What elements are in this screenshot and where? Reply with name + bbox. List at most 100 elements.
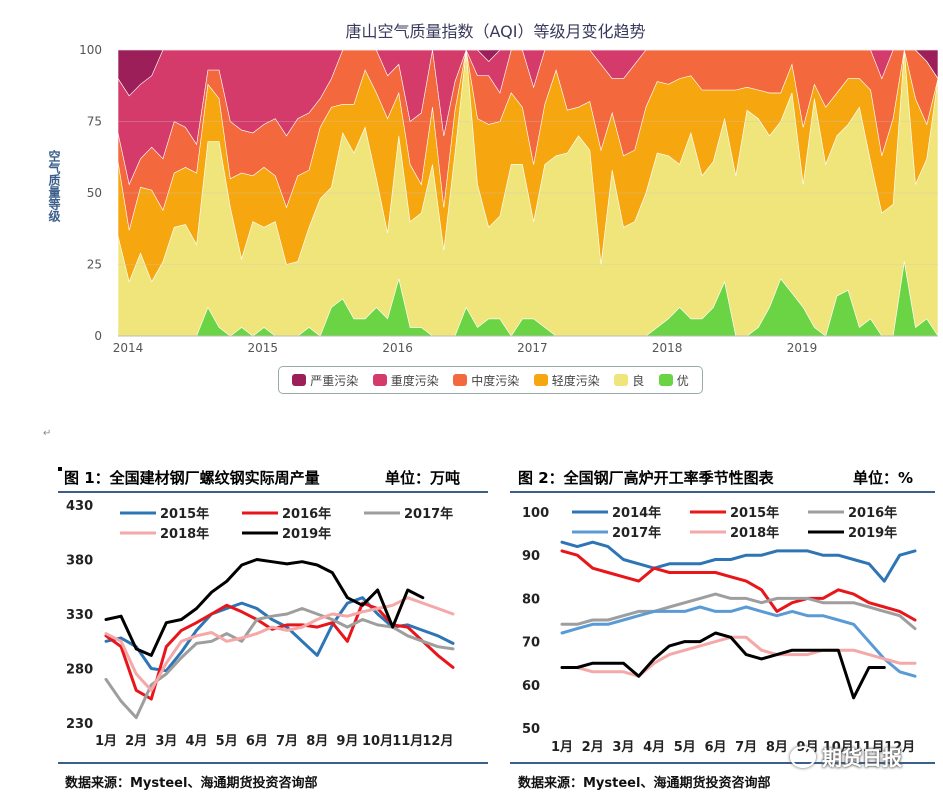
x-tick-label: 8月 bbox=[306, 734, 328, 749]
left-chart-unit: 单位：万吨 bbox=[385, 469, 461, 487]
y-tick-label: 90 bbox=[522, 549, 540, 564]
x-tick-label: 10月 bbox=[362, 734, 393, 749]
series-line-1 bbox=[560, 549, 917, 622]
right-chart-caption: 图 2：全国钢厂高炉开工率季节性图表 bbox=[518, 469, 774, 487]
series-line-4 bbox=[560, 635, 917, 678]
x-tick-label: 7月 bbox=[276, 734, 298, 749]
wechat-icon bbox=[790, 745, 816, 768]
x-tick-label: 4月 bbox=[185, 734, 207, 749]
right-bottom-rule bbox=[510, 762, 935, 764]
x-tick-label: 12月 bbox=[422, 734, 453, 749]
left-top-rule bbox=[58, 491, 488, 493]
legend-item[interactable]: 轻度污染 bbox=[533, 372, 600, 389]
x-tick-label: 9月 bbox=[336, 734, 358, 749]
legend-label: 2017年 bbox=[404, 506, 453, 522]
y-tick-label: 100 bbox=[79, 43, 102, 57]
legend-swatch bbox=[533, 374, 548, 386]
x-tick-label: 6月 bbox=[704, 740, 726, 755]
legend-swatch bbox=[658, 374, 673, 386]
legend-label: 2016年 bbox=[848, 505, 897, 521]
series-line-0 bbox=[560, 540, 917, 583]
top-chart-ylabel: 空气质量等级 bbox=[47, 150, 61, 222]
y-tick-label: 80 bbox=[522, 592, 540, 607]
paragraph-mark: ↵ bbox=[43, 428, 52, 439]
left-source: 数据来源：Mysteel、海通期货投资咨询部 bbox=[65, 776, 318, 791]
y-tick-label: 330 bbox=[66, 608, 93, 623]
y-tick-label: 0 bbox=[94, 329, 102, 343]
series-line-3 bbox=[104, 596, 455, 692]
top-chart-title: 唐山空气质量指数（AQI）等级月变化趋势 bbox=[345, 22, 646, 41]
x-tick-label: 2月 bbox=[582, 740, 604, 755]
x-tick-label: 11月 bbox=[392, 734, 423, 749]
legend-label: 中度污染 bbox=[471, 373, 520, 388]
legend-label: 2015年 bbox=[730, 505, 779, 521]
y-tick-label: 100 bbox=[522, 506, 549, 521]
top-area-chart: 0 25 50 75 100 2014 2015 2016 2017 2018 2019 bbox=[79, 43, 939, 355]
watermark-text: 期货日报 bbox=[822, 746, 902, 770]
x-tick-label: 4月 bbox=[643, 740, 665, 755]
y-tick-label: 75 bbox=[87, 115, 102, 129]
x-tick-label: 8月 bbox=[766, 740, 788, 755]
y-tick-label: 230 bbox=[66, 717, 93, 732]
x-tick-label: 2018 bbox=[652, 341, 683, 355]
caption-bullet bbox=[58, 467, 62, 471]
x-tick-label: 7月 bbox=[735, 740, 757, 755]
legend-swatch bbox=[372, 374, 387, 386]
legend-label: 严重污染 bbox=[310, 373, 359, 388]
legend-label: 2018年 bbox=[730, 525, 779, 541]
y-tick-label: 70 bbox=[522, 636, 540, 651]
x-tick-label: 11月 bbox=[853, 740, 884, 755]
series-line-4 bbox=[104, 558, 425, 657]
legend-label: 良 bbox=[632, 373, 645, 388]
legend-label: 2017年 bbox=[612, 525, 661, 541]
y-tick-label: 25 bbox=[87, 258, 102, 272]
legend-item[interactable]: 优 bbox=[658, 372, 689, 389]
left-caption-text: 图 1：全国建材钢厂螺纹钢实际周产量 bbox=[64, 469, 320, 487]
x-tick-label: 1月 bbox=[551, 740, 573, 755]
watermark: 期货日报 bbox=[790, 742, 902, 771]
legend-label: 2019年 bbox=[282, 526, 331, 542]
x-tick-label: 2015 bbox=[248, 341, 279, 355]
legend-label: 2015年 bbox=[160, 506, 209, 522]
legend-item[interactable]: 重度污染 bbox=[372, 372, 439, 389]
legend-label: 2018年 bbox=[160, 526, 209, 542]
left-bottom-rule bbox=[58, 762, 488, 764]
legend-item[interactable]: 良 bbox=[614, 372, 644, 389]
legend-label: 2014年 bbox=[612, 505, 661, 521]
legend-swatch bbox=[614, 374, 629, 386]
series-line-2 bbox=[104, 607, 455, 720]
x-tick-label: 2014 bbox=[113, 341, 144, 355]
legend-swatch bbox=[453, 374, 468, 386]
top-chart-panel: 唐山空气质量指数（AQI）等级月变化趋势 空气质量等级 0 25 50 75 100 20… bbox=[47, 0, 943, 400]
x-tick-label: 3月 bbox=[612, 740, 634, 755]
x-tick-label: 6月 bbox=[246, 734, 268, 749]
right-source: 数据来源：Mysteel、海通期货投资咨询部 bbox=[518, 776, 771, 791]
x-tick-label: 12月 bbox=[884, 740, 915, 755]
y-tick-label: 60 bbox=[522, 679, 540, 694]
x-tick-label: 10月 bbox=[823, 740, 854, 755]
series-line-1 bbox=[104, 601, 455, 701]
y-tick-label: 430 bbox=[66, 499, 93, 514]
y-tick-label: 280 bbox=[66, 663, 93, 678]
legend-item[interactable]: 中度污染 bbox=[453, 372, 519, 389]
legend-label: 轻度污染 bbox=[551, 373, 600, 388]
x-tick-label: 5月 bbox=[674, 740, 696, 755]
x-tick-label: 2016 bbox=[382, 341, 413, 355]
x-tick-label: 5月 bbox=[216, 734, 238, 749]
series-line-2 bbox=[560, 592, 917, 631]
series-line-3 bbox=[560, 605, 917, 678]
legend-label: 2019年 bbox=[848, 525, 897, 541]
legend-item[interactable]: 严重污染 bbox=[292, 372, 358, 389]
right-chart-unit: 单位：% bbox=[853, 469, 914, 487]
x-tick-label: 2月 bbox=[125, 734, 147, 749]
x-tick-label: 3月 bbox=[155, 734, 177, 749]
right-top-rule bbox=[510, 491, 935, 493]
legend-label: 2016年 bbox=[282, 506, 331, 522]
legend-swatch bbox=[292, 374, 307, 386]
x-tick-label: 2017 bbox=[517, 341, 548, 355]
y-tick-label: 50 bbox=[87, 186, 102, 200]
top-chart-legend: 严重污染 重度污染 中度污染 轻度污染 良 优 bbox=[278, 366, 703, 394]
y-tick-label: 50 bbox=[522, 722, 540, 737]
